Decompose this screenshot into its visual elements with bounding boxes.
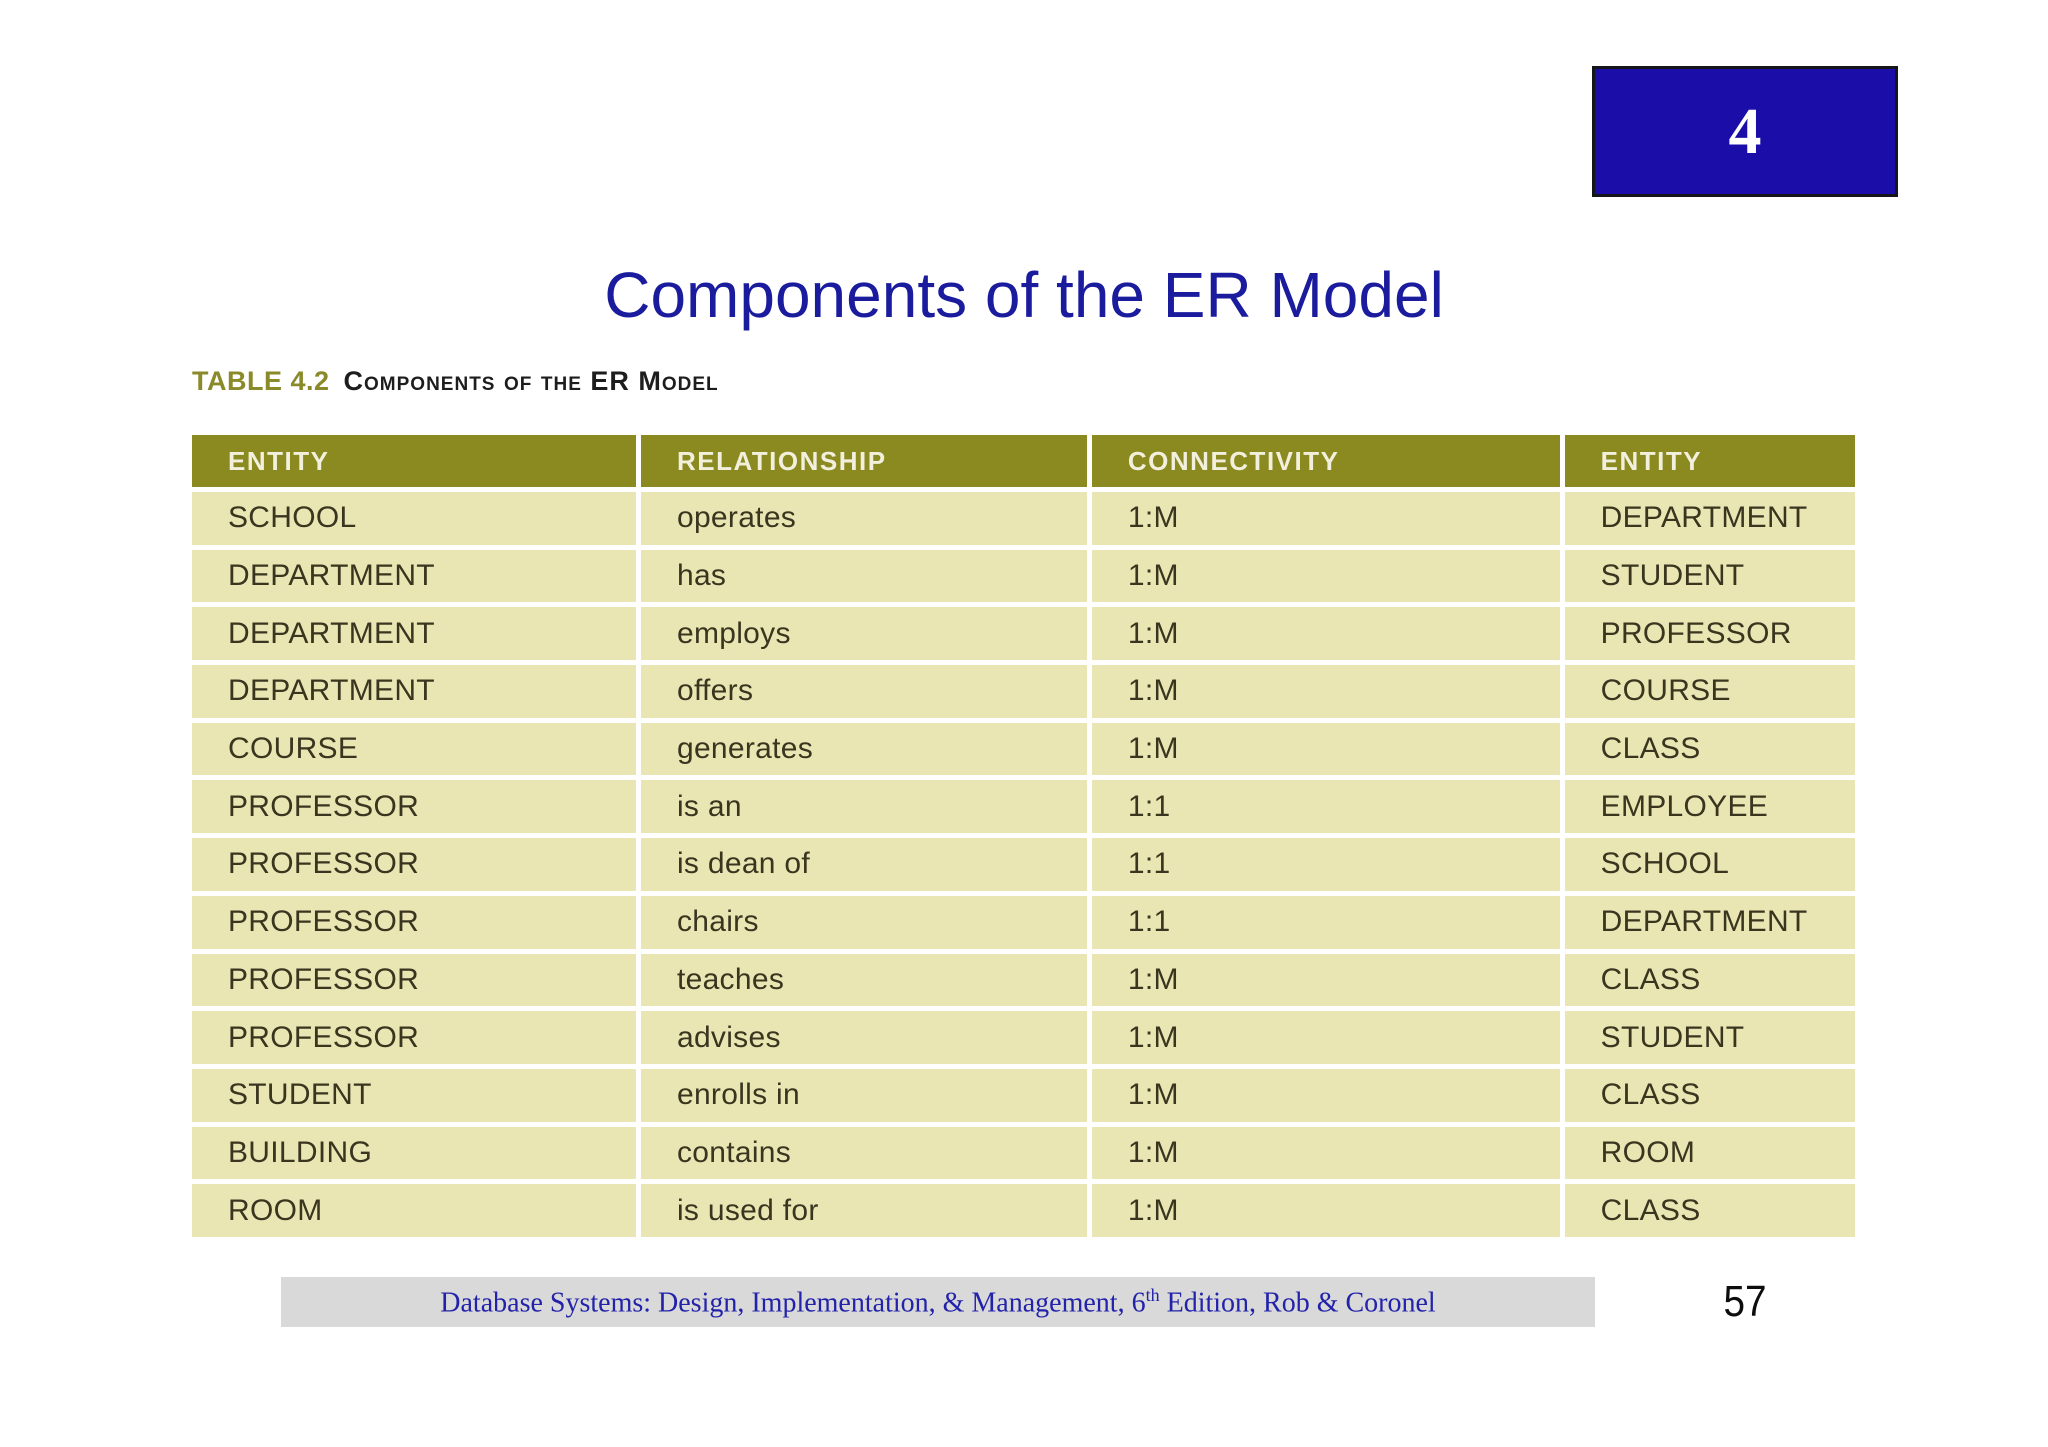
footer-citation-part1: Database Systems: Design, Implementation… <box>440 1287 1146 1319</box>
footer-citation-part2: Edition, Rob & Coronel <box>1159 1287 1436 1319</box>
table-cell: BUILDING <box>192 1126 636 1180</box>
table-cell: PROFESSOR <box>1564 607 1855 661</box>
slide-title: Components of the ER Model <box>604 259 1444 331</box>
table-cell: has <box>640 549 1087 603</box>
table-cell: CLASS <box>1564 1184 1855 1237</box>
table-cell: STUDENT <box>1564 549 1855 603</box>
table-cell: STUDENT <box>1564 1011 1855 1064</box>
column-header-relationship: RELATIONSHIP <box>640 435 1087 487</box>
chapter-number: 4 <box>1728 94 1762 168</box>
table-cell: chairs <box>640 895 1087 949</box>
table-cell: CLASS <box>1564 1068 1855 1122</box>
table-cell: ROOM <box>1564 1126 1855 1180</box>
table-cell: PROFESSOR <box>192 953 636 1007</box>
table-cell: COURSE <box>1564 665 1855 718</box>
table-cell: contains <box>640 1126 1087 1180</box>
table-cell: 1:M <box>1091 492 1560 545</box>
table-cell: is used for <box>640 1184 1087 1237</box>
er-components-table: ENTITY RELATIONSHIP CONNECTIVITY ENTITY … <box>192 435 1855 1237</box>
table-cell: 1:1 <box>1091 780 1560 834</box>
table-cell: CLASS <box>1564 953 1855 1007</box>
table-cell: enrolls in <box>640 1068 1087 1122</box>
table-cell: PROFESSOR <box>192 1011 636 1064</box>
table-cell: 1:M <box>1091 665 1560 718</box>
chapter-badge: 4 <box>1592 66 1898 197</box>
table-cell: PROFESSOR <box>192 780 636 834</box>
table-cell: 1:M <box>1091 1068 1560 1122</box>
table-caption: TABLE 4.2 Components of the ER Model <box>192 366 719 397</box>
footer-bar: Database Systems: Design, Implementation… <box>281 1277 1595 1327</box>
table-cell: employs <box>640 607 1087 661</box>
table-cell: DEPARTMENT <box>1564 492 1855 545</box>
table-cell: 1:1 <box>1091 895 1560 949</box>
table-cell: 1:M <box>1091 607 1560 661</box>
table-cell: DEPARTMENT <box>192 665 636 718</box>
table-cell: SCHOOL <box>1564 838 1855 891</box>
column-header-entity-1: ENTITY <box>192 435 636 487</box>
table-cell: PROFESSOR <box>192 895 636 949</box>
footer-citation: Database Systems: Design, Implementation… <box>440 1285 1435 1319</box>
table-cell: DEPARTMENT <box>192 549 636 603</box>
table-cell: is an <box>640 780 1087 834</box>
table-caption-text: Components of the ER Model <box>343 366 719 396</box>
table-cell: PROFESSOR <box>192 838 636 891</box>
table-cell: ROOM <box>192 1184 636 1237</box>
table-cell: advises <box>640 1011 1087 1064</box>
table-cell: 1:M <box>1091 549 1560 603</box>
table-cell: CLASS <box>1564 722 1855 776</box>
column-header-connectivity: CONNECTIVITY <box>1091 435 1560 487</box>
table-caption-label: TABLE 4.2 <box>192 366 330 396</box>
table-cell: 1:M <box>1091 1126 1560 1180</box>
table-cell: EMPLOYEE <box>1564 780 1855 834</box>
table-cell: operates <box>640 492 1087 545</box>
table-cell: teaches <box>640 953 1087 1007</box>
table-cell: is dean of <box>640 838 1087 891</box>
table-cell: STUDENT <box>192 1068 636 1122</box>
page-number: 57 <box>1723 1277 1767 1326</box>
table-cell: offers <box>640 665 1087 718</box>
table-cell: generates <box>640 722 1087 776</box>
table-cell: DEPARTMENT <box>192 607 636 661</box>
table-cell: 1:M <box>1091 1011 1560 1064</box>
table-cell: COURSE <box>192 722 636 776</box>
table-cell: 1:M <box>1091 953 1560 1007</box>
table-cell: 1:M <box>1091 722 1560 776</box>
table-cell: 1:1 <box>1091 838 1560 891</box>
table-cell: 1:M <box>1091 1184 1560 1237</box>
table-cell: DEPARTMENT <box>1564 895 1855 949</box>
footer-citation-sup: th <box>1145 1284 1160 1305</box>
column-header-entity-2: ENTITY <box>1564 435 1855 487</box>
table-cell: SCHOOL <box>192 492 636 545</box>
